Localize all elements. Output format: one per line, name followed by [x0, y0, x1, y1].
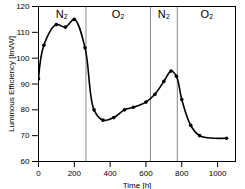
svg-text:200: 200: [68, 169, 82, 178]
svg-text:80: 80: [21, 105, 30, 114]
svg-text:N₂: N₂: [158, 8, 170, 20]
svg-text:0: 0: [36, 169, 41, 178]
svg-text:O₂: O₂: [200, 8, 213, 20]
svg-text:N₂: N₂: [56, 8, 68, 20]
svg-text:100: 100: [16, 54, 30, 63]
svg-text:60: 60: [21, 157, 30, 166]
svg-text:Luminous Efficiency [lm/W]: Luminous Efficiency [lm/W]: [7, 36, 16, 132]
svg-text:O₂: O₂: [112, 8, 125, 20]
svg-text:600: 600: [139, 169, 153, 178]
svg-text:120: 120: [16, 2, 30, 11]
svg-text:110: 110: [17, 28, 30, 37]
svg-text:90: 90: [21, 80, 30, 89]
svg-text:Time [h]: Time [h]: [123, 181, 152, 189]
svg-text:800: 800: [175, 169, 189, 178]
svg-text:400: 400: [103, 169, 117, 178]
svg-text:70: 70: [21, 131, 30, 140]
svg-text:1000: 1000: [209, 169, 227, 178]
